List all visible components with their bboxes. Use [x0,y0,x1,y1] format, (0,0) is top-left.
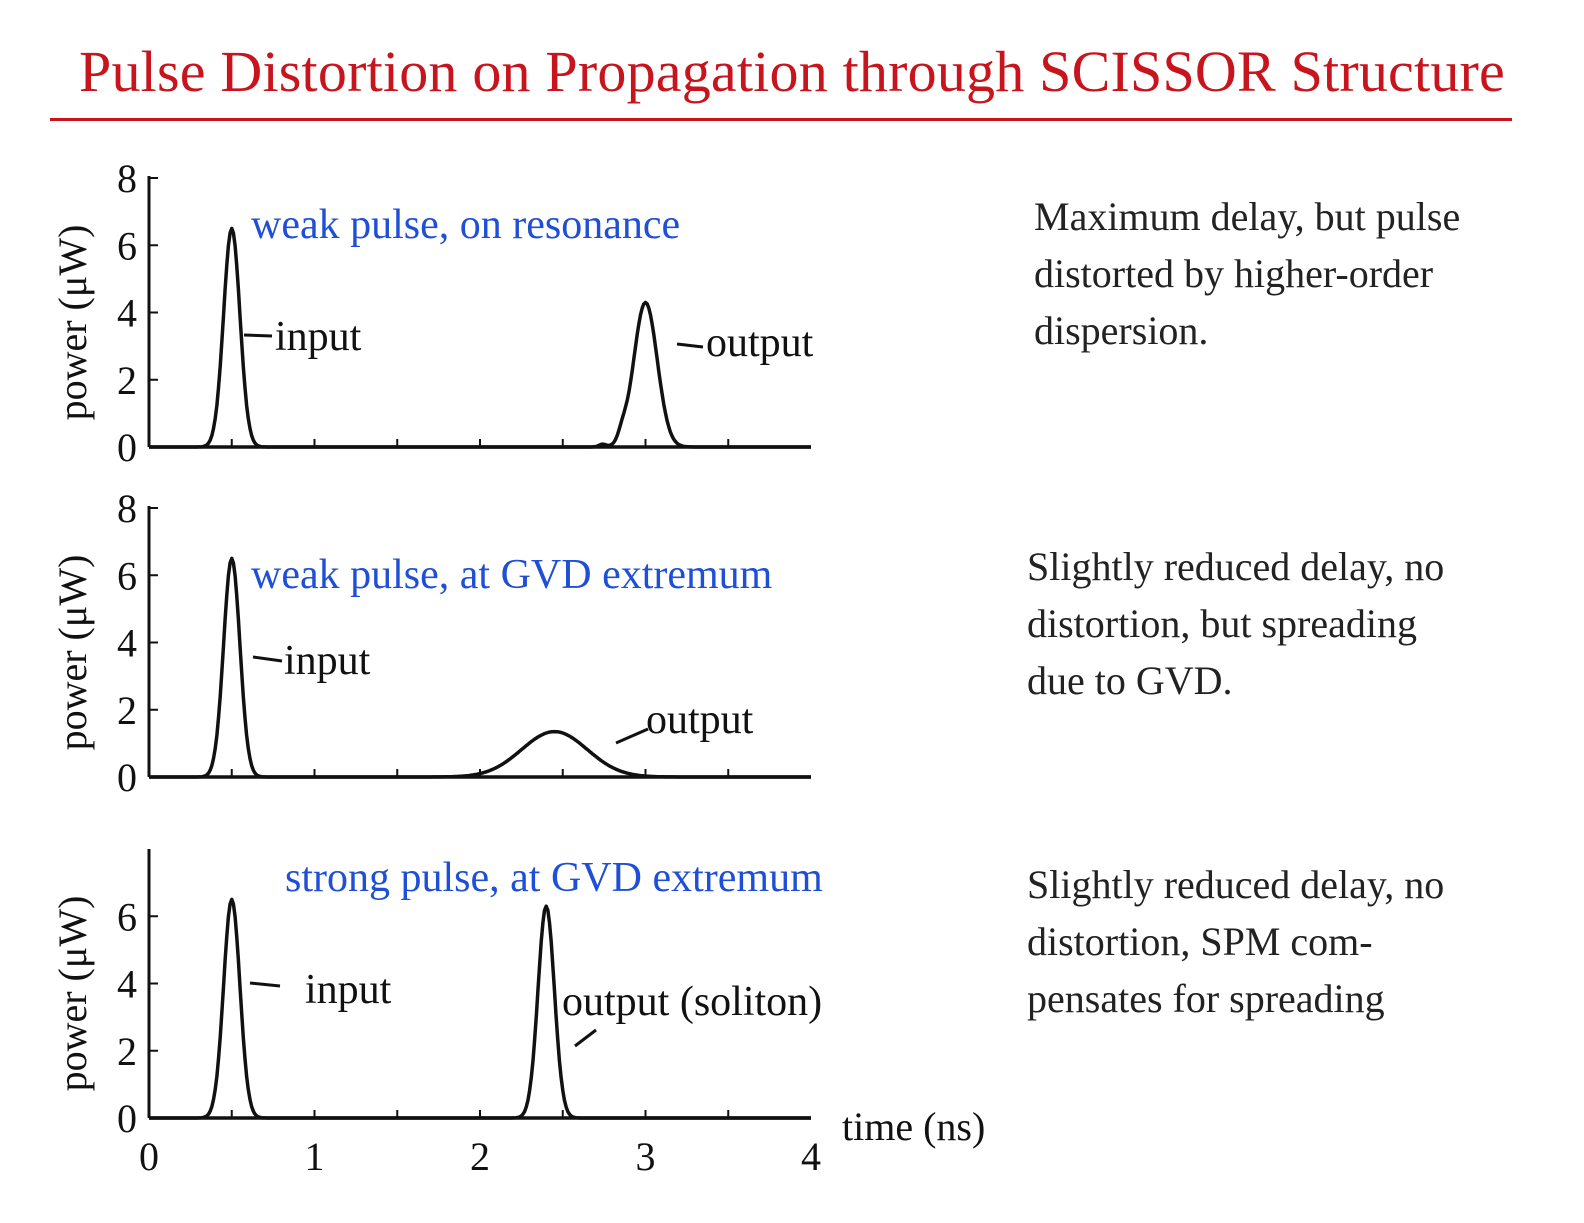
x-tick-label: 1 [305,1134,325,1179]
description-line: distortion, but spreading [1027,601,1417,646]
series-label: output (soliton) [562,979,822,1025]
label-leader-line [574,1028,597,1048]
y-axis-label: power (μW) [50,555,95,751]
y-tick-label: 0 [117,1096,137,1141]
x-tick-label: 0 [139,1134,159,1179]
description-line: distortion, SPM com- [1027,919,1373,964]
y-tick-label: 6 [117,553,137,598]
panel-title: weak pulse, on resonance [251,202,680,248]
label-leader-line [615,727,649,745]
slide-title: Pulse Distortion on Propagation through … [79,39,1505,104]
series-label: input [305,967,392,1013]
y-tick-label: 2 [117,358,137,403]
label-leader-line [676,342,704,349]
x-tick-label: 3 [636,1134,656,1179]
description-line: due to GVD. [1027,658,1233,703]
x-tick-label: 4 [801,1134,821,1179]
pulse-trace-output [148,904,812,1120]
y-axis-label: power (μW) [50,896,95,1092]
y-axis-label: power (μW) [50,225,95,421]
series-label: output [646,697,754,743]
y-tick-label: 2 [117,688,137,733]
description-line: Maximum delay, but pulse [1034,194,1461,239]
description-line: dispersion. [1034,308,1209,353]
description-line: Slightly reduced delay, no [1027,544,1445,589]
series-label: output [706,320,814,366]
description-line: Slightly reduced delay, no [1027,862,1445,907]
y-tick-label: 0 [117,755,137,800]
y-tick-label: 4 [117,962,137,1007]
pulse-trace-output [148,300,812,449]
y-tick-label: 8 [117,156,137,201]
description-strong-gvd-extremum: Slightly reduced delay, no distortion, S… [1027,856,1567,1027]
panel-title: weak pulse, at GVD extremum [251,552,773,598]
y-tick-label: 0 [117,425,137,470]
label-leader-line [252,655,283,663]
y-tick-label: 8 [117,486,137,531]
y-tick-label: 2 [117,1029,137,1074]
series-label: input [275,314,362,360]
y-tick-label: 4 [117,291,137,336]
x-axis-label: time (ns) [842,1104,985,1149]
panel-title: strong pulse, at GVD extremum [285,855,823,901]
pulse-trace-output [148,729,812,779]
description-line: distorted by higher-order [1034,251,1434,296]
description-weak-on-resonance: Maximum delay, but pulse distorted by hi… [1034,188,1574,359]
x-tick-label: 2 [470,1134,490,1179]
y-tick-label: 4 [117,621,137,666]
label-leader-line [243,333,273,338]
label-leader-line [249,981,281,988]
y-tick-label: 6 [117,223,137,268]
y-tick-label: 6 [117,894,137,939]
description-weak-gvd-extremum: Slightly reduced delay, no distortion, b… [1027,538,1567,709]
description-line: pensates for spreading [1027,976,1385,1021]
title-underline [50,118,1512,121]
series-label: input [284,638,371,684]
